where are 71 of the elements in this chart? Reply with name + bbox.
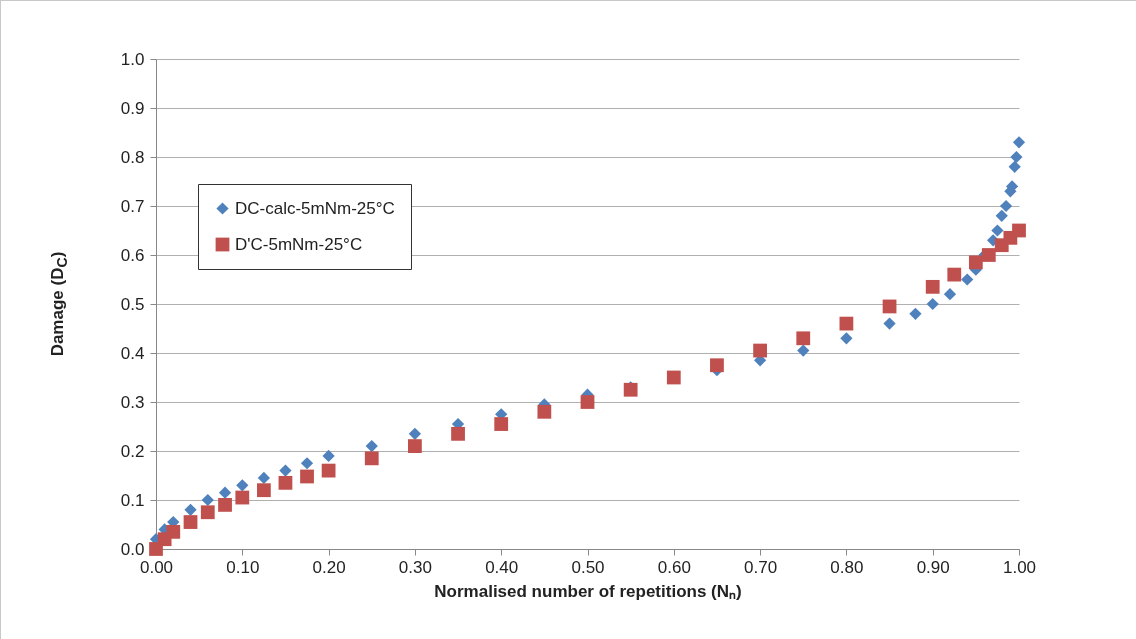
point: [1012, 223, 1026, 238]
y-tick-label: 0.0: [120, 539, 145, 559]
point: [995, 209, 1008, 222]
point: [981, 248, 996, 262]
point: [1012, 136, 1026, 149]
point: [218, 498, 232, 512]
point: [666, 370, 681, 385]
y-tick-label: 0.8: [120, 147, 145, 167]
point: [883, 317, 896, 330]
point: [943, 288, 957, 301]
legend-label: D'C-5mNm-25°C: [235, 234, 363, 254]
y-tick-label: 0.2: [120, 441, 145, 461]
point: [1010, 150, 1023, 164]
point: [408, 427, 422, 440]
x-axis-title: Normalised number of repetitions (Nₙ): [434, 581, 742, 601]
point: [494, 417, 509, 431]
point: [991, 224, 1004, 237]
point: [184, 503, 197, 516]
point: [278, 475, 293, 490]
x-tick-label: 0.00: [139, 557, 174, 577]
point: [947, 267, 962, 282]
x-tick-label: 0.80: [830, 557, 864, 577]
point: [408, 439, 422, 453]
point: [580, 395, 595, 409]
x-tick-label: 0.40: [485, 557, 519, 577]
point: [797, 344, 810, 357]
y-tick-label: 0.5: [120, 294, 145, 314]
point: [200, 505, 215, 520]
y-tick-label: 0.4: [120, 343, 145, 363]
point: [961, 273, 974, 286]
x-tick-label: 0.30: [398, 557, 432, 577]
x-tick-label: 0.70: [744, 557, 778, 577]
x-tick-label: 0.10: [226, 557, 260, 577]
y-tick-label: 0.1: [120, 490, 145, 510]
point: [300, 469, 314, 484]
point: [235, 490, 250, 505]
point: [968, 255, 983, 270]
point: [909, 307, 922, 320]
point: [925, 279, 940, 294]
point: [753, 343, 767, 358]
x-tick-label: 0.60: [657, 557, 691, 577]
point: [451, 426, 465, 441]
y-tick-label: 0.7: [120, 196, 145, 216]
x-tick-label: 0.50: [571, 557, 605, 577]
point: [218, 486, 232, 499]
point: [365, 439, 378, 453]
point: [710, 358, 724, 373]
point: [796, 331, 811, 346]
point: [183, 515, 198, 529]
point: [1008, 160, 1021, 173]
point: [236, 479, 249, 492]
point: [279, 464, 292, 477]
y-tick-label: 0.3: [120, 392, 145, 412]
y-tick-label: 1.0: [120, 49, 145, 69]
x-tick-label: 0.90: [916, 557, 950, 577]
point: [322, 449, 335, 463]
point: [300, 457, 314, 470]
point: [840, 332, 853, 345]
point: [364, 451, 379, 466]
point: [537, 404, 552, 419]
x-tick-label: 1.00: [1002, 557, 1037, 577]
x-tick-label: 0.20: [312, 557, 346, 577]
point: [999, 199, 1013, 213]
point: [166, 524, 181, 539]
y-tick-label: 0.9: [120, 98, 145, 118]
legend-label: DC-calc-5mNm-25°C: [235, 198, 395, 218]
point: [201, 493, 214, 507]
point: [256, 483, 271, 498]
point: [926, 297, 939, 311]
point: [257, 471, 270, 485]
y-tick-label: 0.6: [120, 245, 145, 265]
